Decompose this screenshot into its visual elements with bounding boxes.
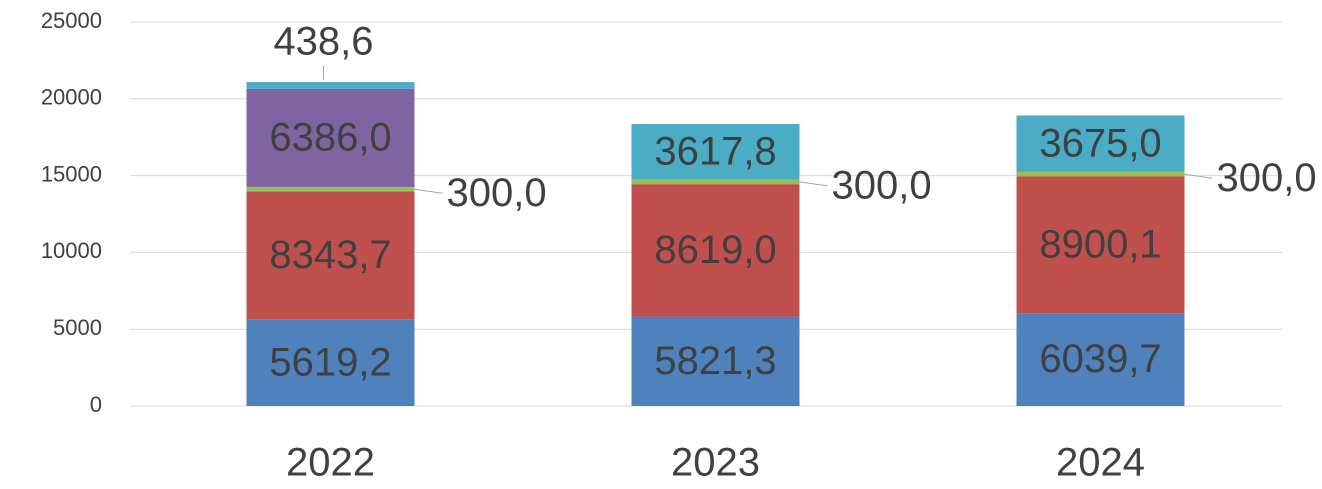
data-label: 300,0 xyxy=(447,171,547,215)
bar-segment xyxy=(246,191,415,320)
bar-segment xyxy=(631,124,800,180)
data-label: 8900,1 xyxy=(1039,222,1161,266)
y-tick-label: 25000 xyxy=(41,8,102,33)
data-label: 438,6 xyxy=(273,20,373,64)
bar-segment xyxy=(631,184,800,317)
data-label: 3675,0 xyxy=(1039,121,1161,165)
bar-segment xyxy=(1016,115,1185,172)
x-tick-label: 2022 xyxy=(286,441,375,485)
data-label: 6039,7 xyxy=(1039,337,1161,381)
leader-line xyxy=(1184,173,1213,179)
y-tick-label: 5000 xyxy=(53,315,102,340)
y-tick-label: 0 xyxy=(90,392,102,417)
leader-line xyxy=(414,188,443,194)
data-label: 8619,0 xyxy=(654,228,776,272)
y-tick-label: 10000 xyxy=(41,238,102,263)
data-label: 8343,7 xyxy=(269,233,391,277)
x-tick-label: 2023 xyxy=(671,441,760,485)
data-label: 3617,8 xyxy=(654,129,776,173)
bar-segment xyxy=(246,186,415,192)
leader-line xyxy=(799,181,828,187)
data-label: 5619,2 xyxy=(269,340,391,384)
y-tick-label: 15000 xyxy=(41,161,102,186)
x-tick-label: 2024 xyxy=(1056,441,1145,485)
bar-segment xyxy=(1016,171,1185,177)
bar-segment xyxy=(246,319,415,406)
bar-segment xyxy=(1016,313,1185,406)
bar-segment xyxy=(246,82,415,89)
data-label: 300,0 xyxy=(832,163,932,207)
data-label: 300,0 xyxy=(1217,156,1317,200)
bar-segment xyxy=(1016,176,1185,314)
bar-segment xyxy=(631,316,800,406)
bar-segment xyxy=(631,179,800,185)
bar-segment xyxy=(246,88,415,187)
data-label: 6386,0 xyxy=(269,115,391,159)
y-tick-label: 20000 xyxy=(41,85,102,110)
data-label: 5821,3 xyxy=(654,339,776,383)
